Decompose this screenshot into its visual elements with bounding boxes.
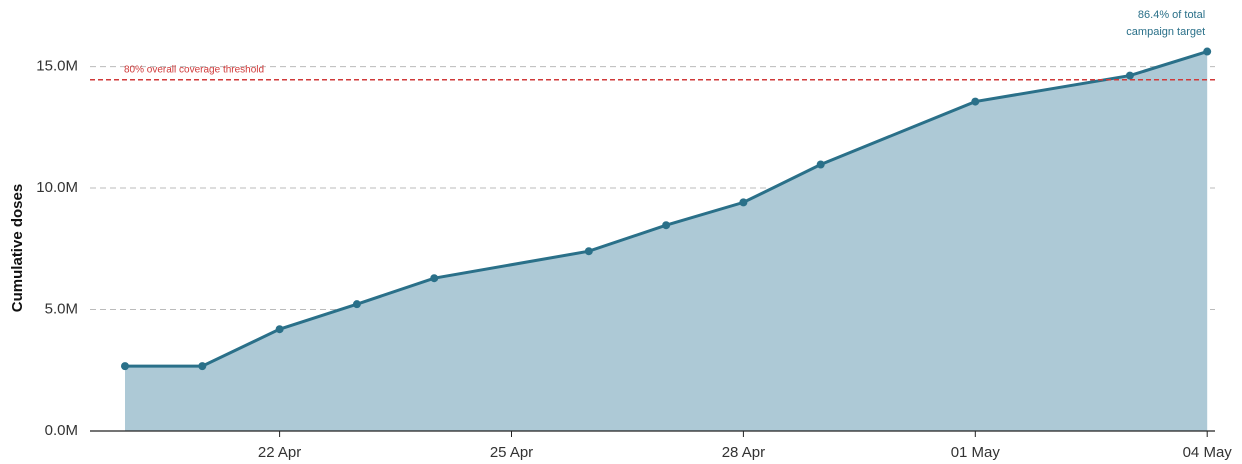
point (430, 274, 439, 283)
y-tick-label: 5.0M (45, 300, 78, 317)
point (121, 362, 129, 371)
point (739, 198, 748, 207)
annotation: 86.4% of total (1138, 9, 1205, 21)
x-tick-label: 22 Apr (258, 444, 301, 461)
area (125, 51, 1208, 432)
x-tick-label: 01 May (951, 444, 1001, 461)
point (662, 221, 671, 230)
y-tick-label: 0.0M (45, 422, 78, 439)
x-tick-label: 25 Apr (490, 444, 533, 461)
y-tick-label: 15.0M (36, 58, 78, 75)
y-axis-label: Cumulative doses (9, 184, 26, 312)
x-tick-label: 04 May (1183, 444, 1233, 461)
point (1125, 71, 1134, 80)
point (816, 160, 825, 169)
point (352, 300, 361, 309)
x-tick-label: 28 Apr (722, 444, 765, 461)
y-tick-label: 10.0M (36, 179, 78, 196)
threshold-label: 80% overall coverage threshold (124, 64, 264, 75)
point (1203, 47, 1212, 56)
point (584, 247, 593, 256)
line (125, 50, 1208, 368)
point (275, 325, 284, 334)
annotation: campaign target (1126, 26, 1205, 38)
point (971, 97, 980, 106)
point (198, 362, 207, 371)
